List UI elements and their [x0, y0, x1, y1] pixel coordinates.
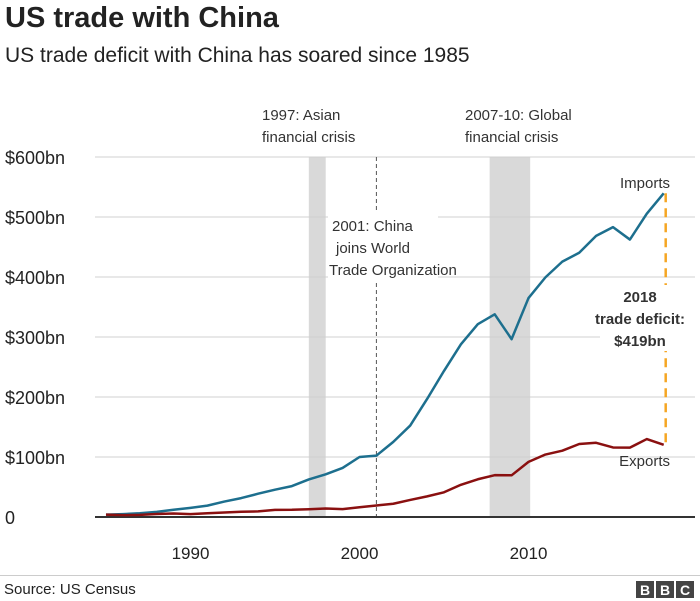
footer-divider: [0, 575, 700, 576]
shaded-period-label: financial crisis: [262, 129, 355, 146]
y-tick-label: $500bn: [5, 208, 65, 228]
event-line-label: 2001: China: [332, 218, 414, 235]
x-tick-label: 1990: [172, 544, 210, 563]
shaded-period-label: 2007-10: Global: [465, 107, 572, 124]
y-tick-label: $600bn: [5, 148, 65, 168]
y-tick-label: 0: [5, 508, 15, 528]
series-line-imports: [105, 192, 665, 516]
page-subtitle: US trade deficit with China has soared s…: [5, 44, 470, 67]
page-title: US trade with China: [5, 2, 279, 34]
event-label-bg: [328, 210, 438, 280]
deficit-label: trade deficit:: [595, 311, 685, 328]
shaded-period-label: 1997: Asian: [262, 107, 340, 124]
x-tick-label: 2000: [341, 544, 379, 563]
y-tick-label: $200bn: [5, 388, 65, 408]
event-line-label: joins World: [335, 240, 410, 257]
deficit-label: $419bn: [614, 333, 666, 350]
x-tick-label: 2010: [510, 544, 548, 563]
shaded-period-label: financial crisis: [465, 129, 558, 146]
chart: 0 $100bn $200bn $300bn $400bn $500bn $600bn 199…: [5, 107, 695, 563]
deficit-label-bg: [600, 285, 695, 351]
source-note: Source: US Census: [4, 581, 136, 598]
event-line-label: Trade Organization: [329, 262, 457, 279]
y-tick-label: $100bn: [5, 448, 65, 468]
series-label-imports: Imports: [620, 175, 670, 192]
series-label-exports: Exports: [619, 453, 670, 470]
y-tick-label: $300bn: [5, 328, 65, 348]
series-line-exports: [105, 437, 665, 517]
deficit-label: 2018: [623, 289, 656, 306]
y-tick-label: $400bn: [5, 268, 65, 288]
